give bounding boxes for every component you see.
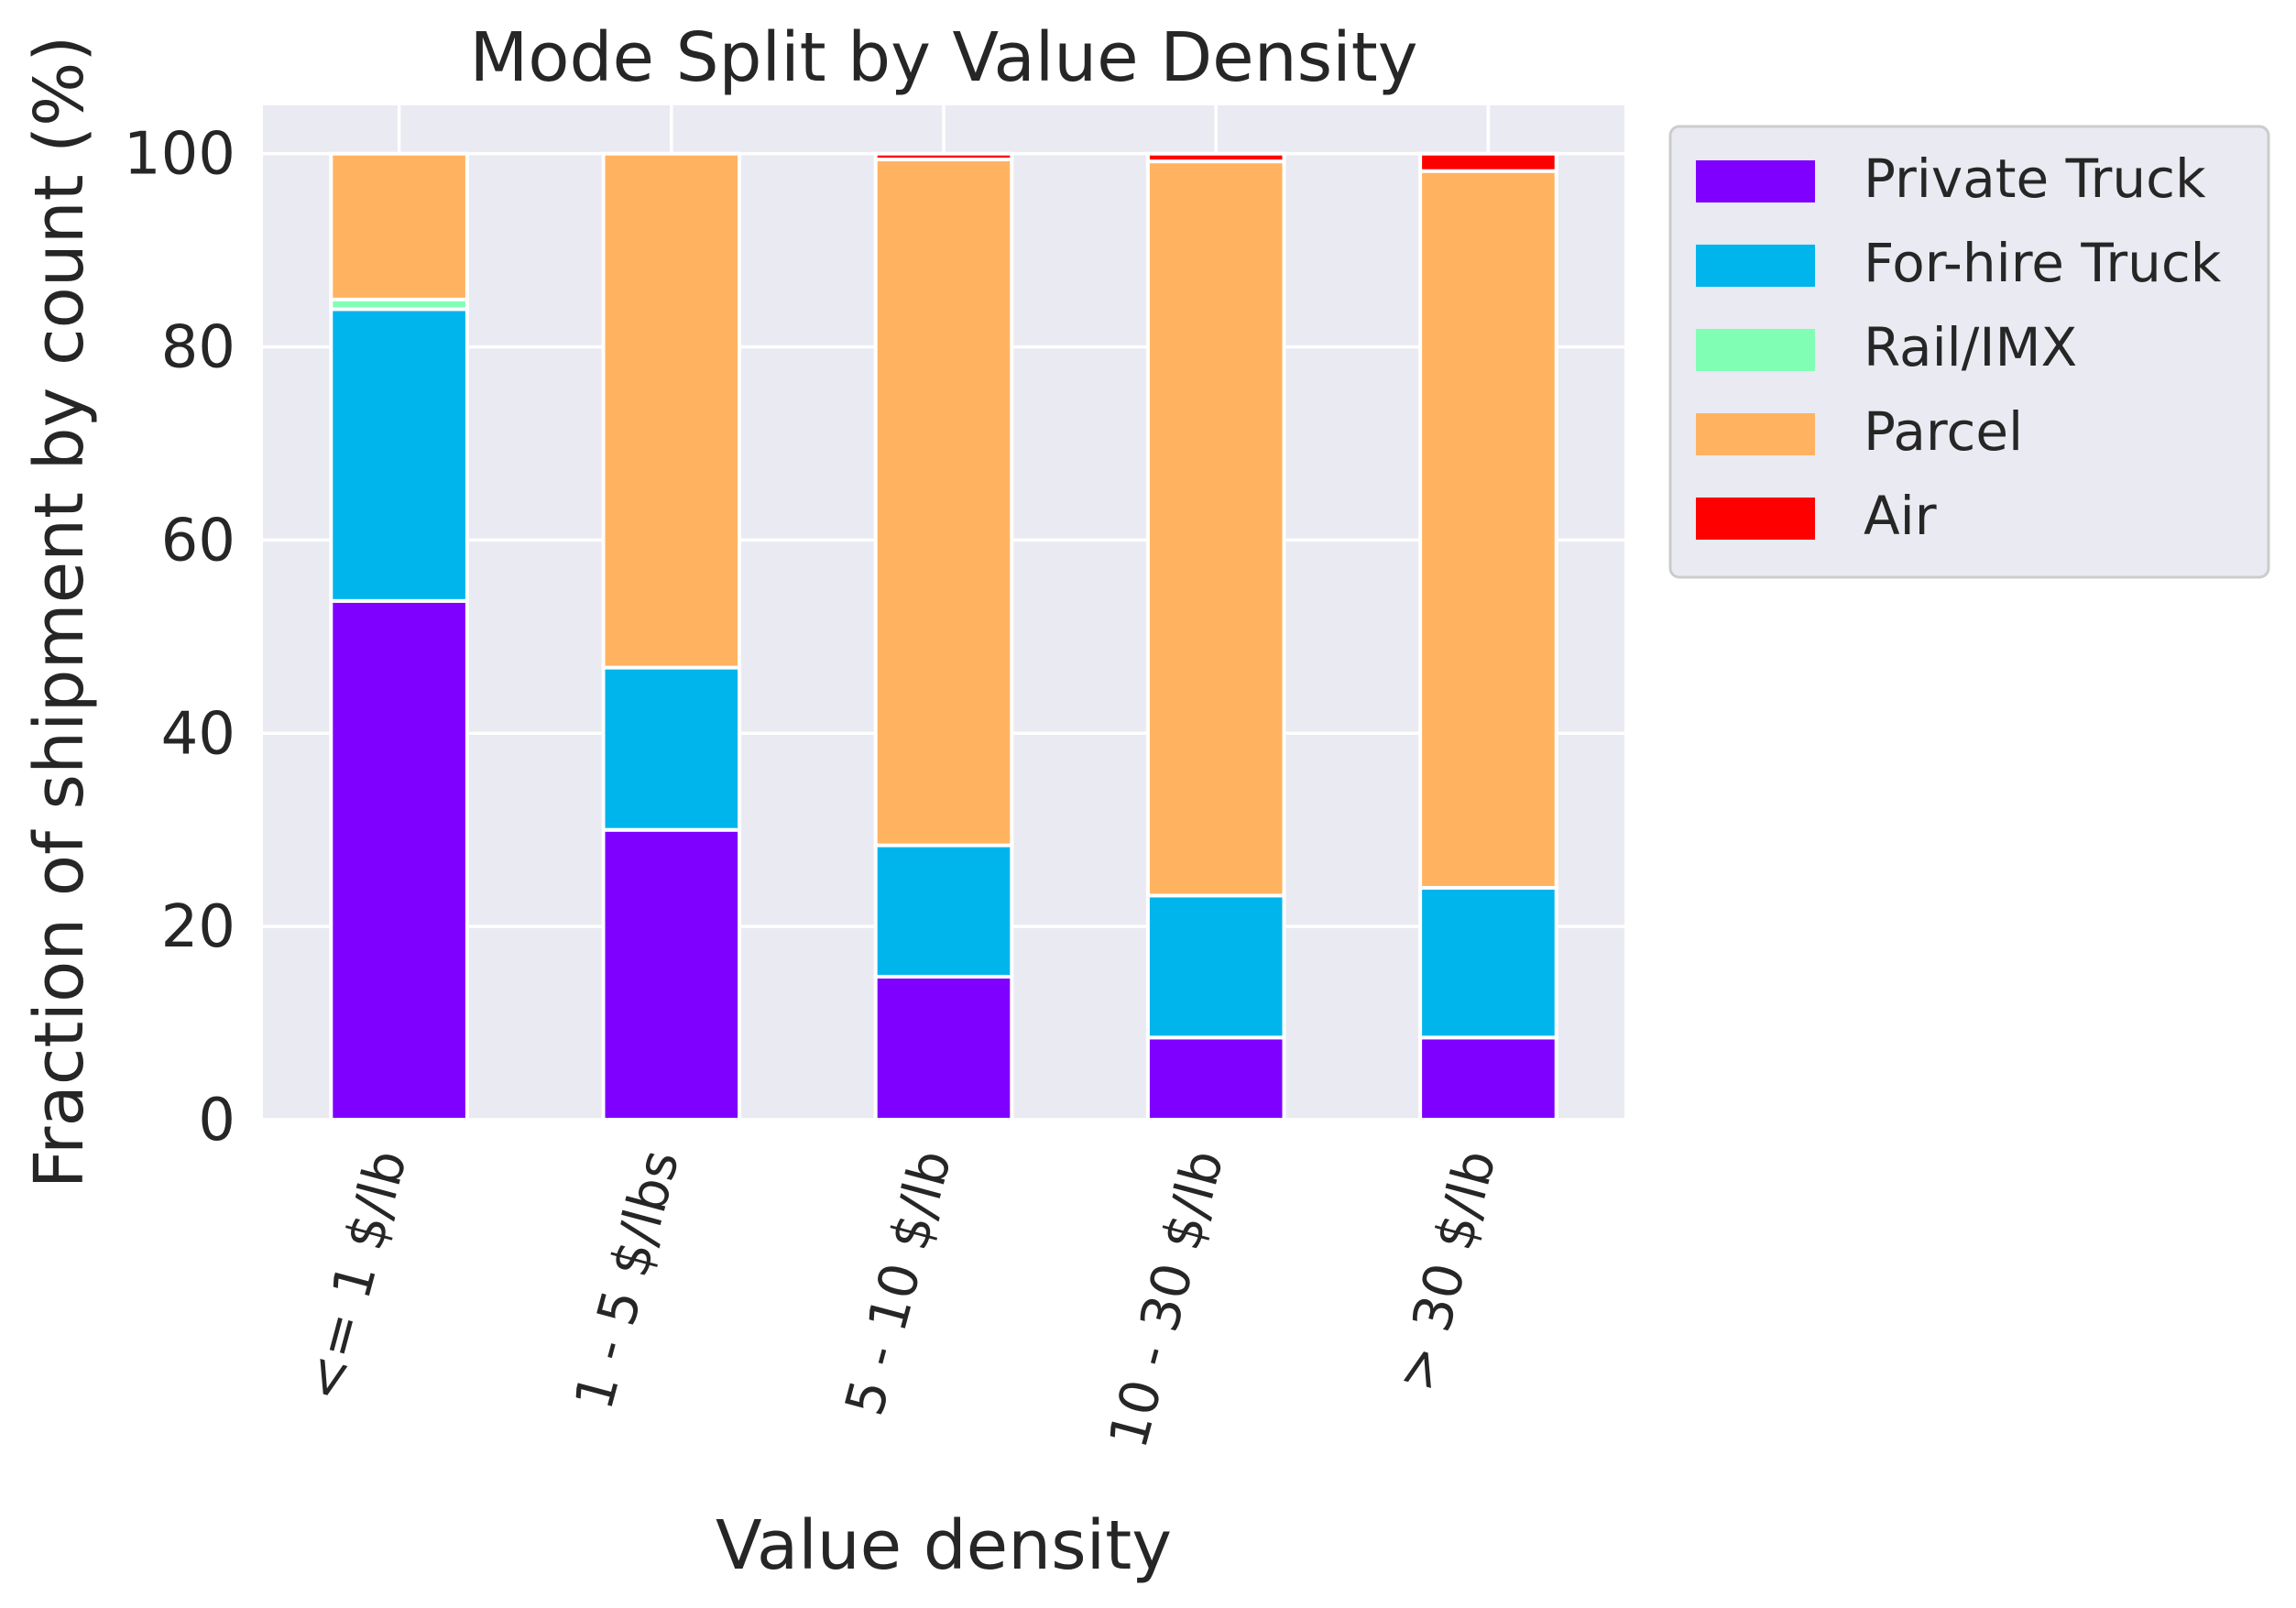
chart-title: Mode Split by Value Density: [469, 18, 1417, 97]
legend-swatch: [1696, 160, 1815, 202]
y-tick-label: 40: [161, 700, 235, 768]
bar-segment: [1145, 893, 1286, 1040]
bar-segment: [1418, 169, 1558, 890]
x-tick-label: > 30 $/lb: [1384, 1143, 1508, 1397]
bar-segment: [1418, 885, 1558, 1040]
bar-segment: [329, 151, 469, 301]
bar-segment: [873, 974, 1014, 1121]
bar-segment: [1418, 151, 1558, 173]
legend-swatch: [1696, 329, 1815, 371]
bar-segment: [873, 151, 1014, 162]
bar-segment: [1418, 1035, 1558, 1122]
x-tick-label: 10 - 30 $/lb: [1097, 1143, 1236, 1454]
x-tick-label: 5 - 10 $/lb: [833, 1143, 963, 1422]
bar-segment: [329, 598, 469, 1121]
bar-segment: [873, 843, 1014, 979]
bar-segment: [1145, 151, 1286, 164]
x-tick-labels: <= 1 $/lb 1 - 5 $/lbs 5 - 10 $/lb 10 - 30 $…: [292, 1143, 1508, 1454]
legend-label: Air: [1864, 485, 1937, 547]
bar-segment: [1145, 1035, 1286, 1122]
y-tick-label: 20: [161, 893, 235, 961]
x-tick-label: 1 - 5 $/lbs: [563, 1143, 692, 1416]
y-tick-label: 100: [124, 121, 235, 189]
legend: Private Truck For-hire Truck Rail/IMX Parce…: [1668, 125, 2270, 579]
legend-label: Parcel: [1864, 400, 2023, 463]
y-axis-label: Fraction of shipment by count (%): [20, 36, 99, 1188]
legend-swatch: [1696, 245, 1815, 287]
bar-segment: [601, 665, 742, 832]
bar-segment: [329, 307, 469, 603]
bar-segment: [601, 151, 742, 670]
y-tick-labels: 0 20 40 60 80 100: [124, 121, 235, 1154]
y-tick-label: 80: [161, 314, 235, 382]
bar-segment: [873, 158, 1014, 848]
bars: [329, 151, 1558, 1122]
bar-segment: [601, 827, 742, 1121]
x-tick-label: <= 1 $/lb: [292, 1143, 419, 1407]
bar-segment: [1145, 159, 1286, 898]
legend-swatch: [1696, 413, 1815, 455]
legend-swatch: [1696, 498, 1815, 540]
y-tick-label: 60: [161, 507, 235, 574]
legend-label: For-hire Truck: [1864, 232, 2222, 294]
y-tick-label: 0: [198, 1087, 235, 1154]
legend-label: Private Truck: [1864, 148, 2206, 210]
x-axis-label: Value density: [716, 1506, 1172, 1585]
legend-label: Rail/IMX: [1864, 316, 2077, 378]
legend-frame: [1668, 125, 2270, 579]
